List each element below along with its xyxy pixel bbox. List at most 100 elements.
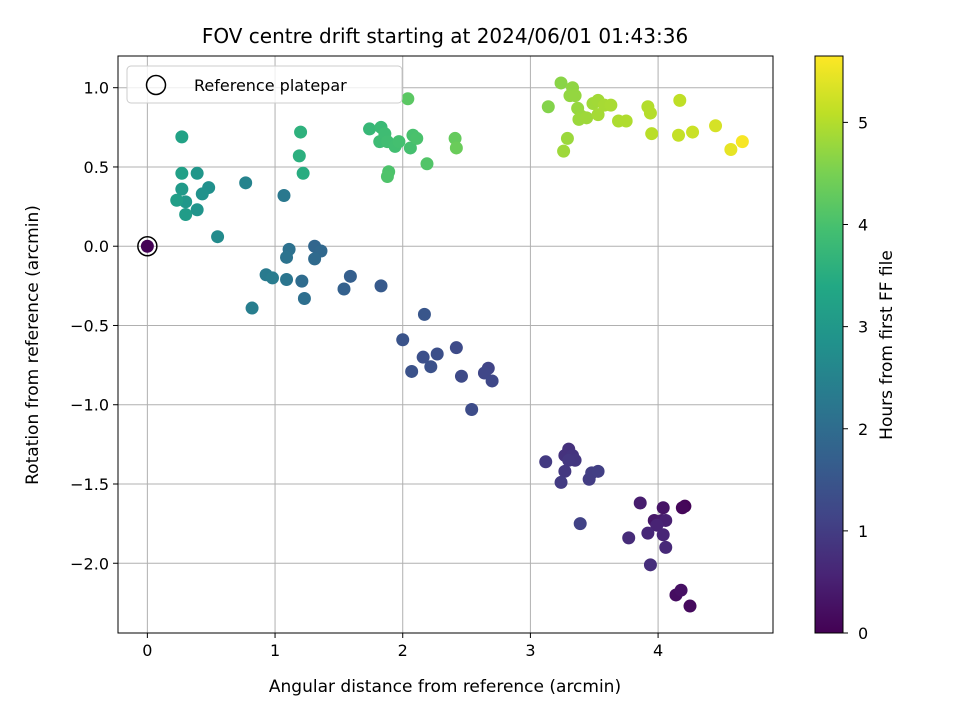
data-point [449,141,463,155]
y-tick-label: 1.0 [84,79,109,98]
data-point [674,583,688,597]
data-point [554,76,568,90]
data-point [650,518,664,532]
data-point [401,92,415,106]
data-point [560,131,574,145]
x-axis-ticks: 0 1 2 3 4 [142,633,663,660]
data-point [294,125,308,139]
x-tick-label: 1 [270,641,280,660]
data-point [659,540,673,554]
chart-title: FOV centre drift starting at 2024/06/01 … [202,24,688,48]
x-axis-label: Angular distance from reference (arcmin) [269,677,621,697]
data-point [568,89,582,103]
data-point [449,341,463,355]
y-tick-label: −2.0 [70,554,109,573]
data-point [604,98,618,112]
colorbar-tick-label: 0 [858,624,868,643]
data-point [539,455,553,469]
data-point [292,149,306,163]
y-tick-label: −0.5 [70,316,109,335]
data-point [195,187,209,201]
data-point [265,271,279,285]
data-point [709,119,723,133]
data-point [239,176,253,190]
data-point [374,279,388,293]
data-point [416,350,430,364]
data-point [420,157,434,171]
x-tick-label: 3 [525,641,535,660]
data-point [554,475,568,489]
data-point [643,106,657,120]
y-tick-label: 0.5 [84,158,109,177]
data-point [633,496,647,510]
legend: Reference platepar [126,65,403,104]
data-point [675,501,689,515]
data-point [405,364,419,378]
data-point [296,166,310,180]
data-point [448,131,462,145]
x-tick-label: 2 [398,641,408,660]
data-point [656,528,670,542]
data-point [430,347,444,361]
data-point [683,599,697,613]
colorbar-tick-label: 2 [858,420,868,439]
data-point [558,464,572,478]
data-point [424,360,438,374]
data-point [175,166,189,180]
plot-background [118,56,773,633]
y-axis-ticks: −2.0 −1.5 −1.0 −0.5 0.0 0.5 1.0 [70,79,118,573]
data-point [175,130,189,144]
data-point [277,188,291,202]
data-point [396,333,410,347]
legend-box [126,65,403,104]
data-point [245,301,259,315]
data-point [619,114,633,128]
colorbar-tick-label: 3 [858,318,868,337]
x-tick-label: 4 [653,641,663,660]
data-point [557,144,571,158]
data-point [735,135,749,149]
data-point [297,292,311,306]
data-point [643,558,657,572]
data-point [454,369,468,383]
data-point [363,122,377,136]
colorbar-gradient [814,55,844,634]
reference-platepar-marker [137,235,158,257]
data-point [211,230,225,244]
data-point [485,374,499,388]
data-point [392,135,406,149]
data-point [417,307,431,321]
colorbar-tick-label: 5 [858,113,868,132]
data-point [190,203,204,217]
y-axis-label: Rotation from reference (arcmin) [23,205,43,485]
data-point [673,93,687,107]
data-points [137,76,749,613]
data-point [295,274,309,288]
colorbar-tick-label: 4 [858,216,868,235]
data-point [672,128,686,142]
colorbar-label: Hours from first FF file [877,250,897,440]
y-tick-label: −1.5 [70,475,109,494]
data-point [308,252,322,266]
data-point [562,453,576,467]
data-point [580,111,594,125]
data-point [573,517,587,531]
data-point [591,108,605,122]
colorbar-tick-label: 1 [858,522,868,541]
legend-entry-reference: Reference platepar [194,76,347,95]
data-point [380,169,394,183]
data-point [410,131,424,145]
data-point [724,143,738,157]
data-point [190,166,204,180]
colorbar-ticks: 0 1 2 3 4 5 [843,113,868,643]
legend-marker-reference [145,74,167,96]
data-point [541,100,555,114]
data-point [656,501,670,515]
colorbar: 0 1 2 3 4 5 Hours from first FF file [814,55,897,643]
data-point [622,531,636,545]
data-point [280,250,294,264]
y-tick-label: 0.0 [84,237,109,256]
data-point [179,208,193,222]
reference-data-point [140,239,154,253]
